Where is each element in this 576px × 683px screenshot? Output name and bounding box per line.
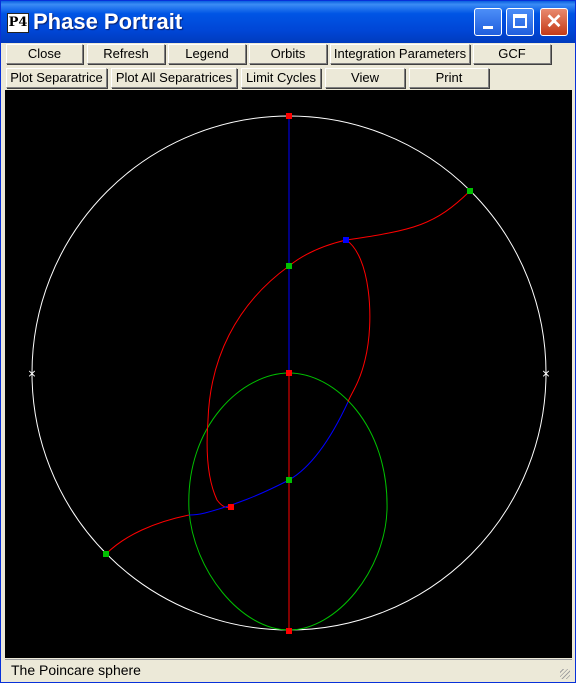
red-separatrix-curve-right: [345, 239, 371, 403]
red-separatrix-curve-upper: [206, 190, 471, 508]
plot-all-separatrices-button[interactable]: Plot All Separatrices: [111, 68, 237, 88]
plot-separatrice-button[interactable]: Plot Separatrice: [6, 68, 107, 88]
singular-point-center: [286, 370, 292, 376]
phase-portrait-canvas[interactable]: × ×: [5, 90, 572, 658]
limit-cycles-button[interactable]: Limit Cycles: [241, 68, 321, 88]
app-icon: P4: [7, 13, 29, 33]
title-bar[interactable]: P4 Phase Portrait ✕: [1, 1, 575, 43]
print-button[interactable]: Print: [409, 68, 489, 88]
window-title: Phase Portrait: [33, 9, 183, 34]
singular-point-infinity-sw: [103, 551, 109, 557]
blue-separatrix-curve: [188, 401, 349, 516]
close-button[interactable]: Close: [6, 44, 83, 64]
singular-point-south: [286, 628, 292, 634]
status-bar: The Poincare sphere: [5, 659, 572, 681]
maximize-button[interactable]: [506, 8, 534, 36]
singular-point-upper: [286, 263, 292, 269]
gcf-button[interactable]: GCF: [473, 44, 551, 64]
refresh-button[interactable]: Refresh: [87, 44, 165, 64]
close-icon: ✕: [545, 11, 563, 33]
singular-point-blue: [343, 237, 349, 243]
left-boundary-marker: ×: [27, 367, 36, 380]
close-window-button[interactable]: ✕: [540, 8, 568, 36]
singular-point-north: [286, 113, 292, 119]
status-text: The Poincare sphere: [11, 662, 141, 678]
singular-point-red-lower: [228, 504, 234, 510]
right-boundary-marker: ×: [541, 367, 550, 380]
singular-point-lower: [286, 477, 292, 483]
minimize-icon: [483, 26, 493, 29]
minimize-button[interactable]: [474, 8, 502, 36]
orbits-button[interactable]: Orbits: [249, 44, 327, 64]
phase-portrait-plot: × ×: [27, 113, 551, 634]
legend-button[interactable]: Legend: [168, 44, 246, 64]
integration-parameters-button[interactable]: Integration Parameters: [330, 44, 470, 64]
singular-point-infinity-ne: [467, 188, 473, 194]
maximize-icon: [513, 14, 527, 28]
red-separatrix-curve-lower: [105, 514, 190, 555]
resize-grip-icon[interactable]: [560, 669, 570, 679]
view-button[interactable]: View: [325, 68, 405, 88]
